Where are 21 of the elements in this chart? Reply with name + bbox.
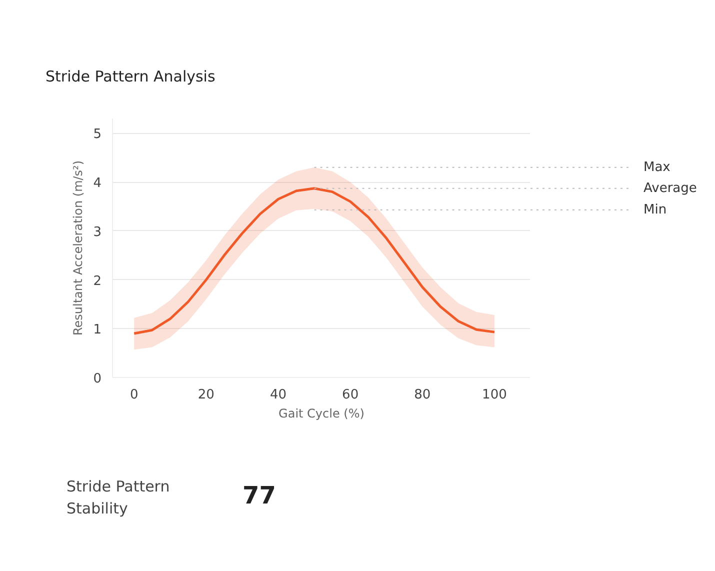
x-tick-label: 100	[482, 388, 507, 402]
text: 77	[242, 482, 276, 510]
chart-title: Stride Pattern Analysis	[46, 68, 216, 86]
x-tick-label: 60	[342, 388, 359, 402]
x-axis-title: Gait Cycle (%)	[278, 406, 364, 420]
y-axis-title: Resultant Acceleration (m/s²)	[71, 160, 86, 336]
ref-line-label: Average	[644, 180, 697, 196]
y-tick-label: 4	[93, 176, 102, 192]
x-tick-label: 40	[270, 388, 287, 402]
y-tick-label: 2	[93, 274, 102, 289]
x-tick-label: 20	[198, 388, 214, 402]
y-tick-label: 0	[93, 372, 102, 386]
y-tick-label: 3	[93, 224, 102, 240]
x-tick-label: 0	[130, 388, 138, 402]
y-tick-label: 5	[93, 127, 102, 142]
ref-line-label: Max	[644, 160, 671, 175]
y-tick-label: 1	[93, 322, 102, 338]
text: Stride Pattern Stability	[66, 478, 170, 518]
ref-line-label: Min	[644, 202, 667, 218]
line-series	[132, 187, 496, 335]
x-tick-label: 80	[414, 388, 431, 402]
